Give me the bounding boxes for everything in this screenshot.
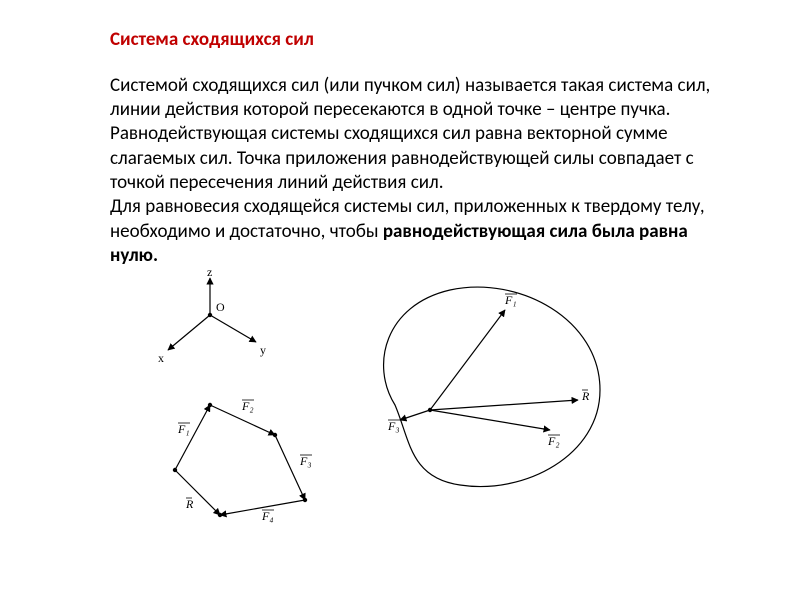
- svg-text:O: O: [216, 300, 225, 314]
- body-paragraph: Системой сходящихся сил (или пучком сил)…: [110, 74, 740, 269]
- svg-text:F₁: F₁: [177, 422, 190, 436]
- svg-text:R: R: [185, 497, 194, 511]
- page-title: Система сходящихся сил: [110, 28, 740, 52]
- diagram-axes: Oz x y: [140, 270, 270, 380]
- figure-row: Oz x y F₁ F₂ F₃ F₄ R F₁ F₂ F₃ R: [140, 270, 740, 530]
- svg-text:x: x: [158, 351, 164, 365]
- svg-text:y: y: [260, 343, 266, 357]
- svg-text:F₂: F₂: [241, 399, 254, 413]
- svg-text:F₃: F₃: [299, 454, 312, 468]
- paragraph-plain: Системой сходящихся сил (или пучком сил)…: [110, 74, 710, 243]
- svg-text:F₂: F₂: [547, 434, 560, 448]
- svg-text:F₁: F₁: [504, 293, 517, 307]
- svg-text:z: z: [207, 270, 212, 279]
- svg-text:R: R: [581, 389, 590, 403]
- diagram-force-polygon: F₁ F₂ F₃ F₄ R: [140, 380, 340, 530]
- svg-text:F₄: F₄: [261, 509, 274, 523]
- diagram-concurrent-forces: F₁ F₂ F₃ R: [350, 270, 610, 500]
- svg-text:F₃: F₃: [387, 419, 400, 433]
